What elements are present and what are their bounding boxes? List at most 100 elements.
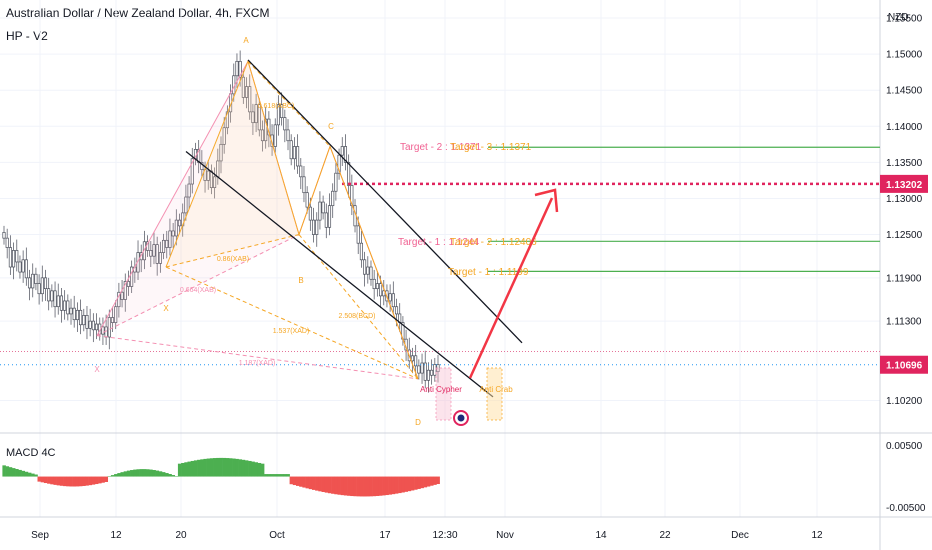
time-tick-label: 14 [595,530,607,541]
macd-bar [133,469,137,477]
macd-bar [420,476,424,489]
macd-bar [47,476,51,484]
macd-bar [104,476,109,482]
candle-body [162,239,166,253]
macd-bar [343,476,348,496]
macd-bar [139,469,144,477]
xb-ratio-line [165,234,300,268]
candle-body [334,172,338,192]
candle-body [302,176,306,194]
macd-bar [433,476,437,485]
macd-bar [168,474,172,477]
macd-bar [200,459,204,477]
candle-body [394,306,399,315]
candle-body [34,273,38,284]
macd-bar [155,470,160,477]
macd-bar [417,476,421,489]
macd-bar [347,476,351,496]
macd-bar [165,473,169,477]
macd-bar [292,476,297,486]
candle-body [43,277,48,290]
macd-bar [59,476,64,486]
candle-body [251,111,255,124]
target-label: Target - 1 : 1.1199 [448,267,529,278]
macd-bar [270,474,274,477]
currency-label: NZD [888,12,909,23]
macd-bar [114,474,118,477]
macd-bar [18,469,22,477]
candle-body [423,362,427,381]
macd-bar [82,476,86,486]
time-tick-label: 22 [659,530,671,541]
macd-bar [337,476,341,495]
macd-bar [63,476,67,487]
candle-body [244,86,249,98]
macd-bar [414,476,418,490]
candle-body [37,283,41,295]
prz-box [435,367,452,421]
candle-body [343,146,348,163]
ratio-label: 1.537(XAD) [273,328,310,335]
candle-body [155,244,159,264]
macd-bar [40,476,45,483]
ratio-label: 0.86(XAB) [217,256,249,263]
pattern-point-label: B [298,276,303,285]
candle-body [190,158,194,185]
macd-bar [363,476,367,497]
candle-body [286,129,290,142]
macd-bar [378,476,383,496]
candle-body [94,323,99,331]
candle-body [248,86,252,113]
macd-bar [136,469,140,477]
macd-bar [24,471,29,477]
macd-bar [382,476,386,496]
candle-body [379,283,383,297]
prz-box [486,367,503,421]
xb-ratio-line [96,234,300,337]
candle-body [315,219,319,235]
price-tick-label: 1.13500 [886,158,923,169]
macd-bar [101,476,105,483]
ac-ratio-line [247,60,331,147]
macd-bar [283,474,287,477]
projection-arrow-head [534,188,559,213]
candle-body [433,364,437,376]
macd-bar [260,463,265,477]
candle-body [340,146,344,156]
price-tick-label: 1.15500 [886,14,923,25]
macd-bar [197,459,201,477]
macd-bar [152,470,156,477]
projection-arrow [468,197,554,379]
time-tick-label: 12 [110,530,122,541]
candle-body [184,196,188,214]
candle-body [152,244,156,257]
target-label: Target - 2 : 1.1371 [400,142,482,153]
price-tick-label: 1.10200 [886,396,923,407]
macd-bar [8,467,13,477]
candle-body [369,266,373,280]
candle-body [366,266,370,275]
macd-tick-label: 0.00500 [886,441,923,452]
candle-body [430,369,434,376]
macd-bar [273,474,278,477]
price-tick-label: 1.15000 [886,50,923,61]
time-tick-label: Nov [496,530,514,541]
macd-bar [359,476,364,497]
macd-bar [436,476,440,485]
time-tick-label: Oct [269,530,285,541]
macd-bar [238,459,243,477]
macd-bar [85,476,89,486]
candle-body [305,192,309,208]
price-badge [880,174,928,193]
macd-bar [356,476,361,497]
macd-bar [369,476,373,497]
target-label: Target - 2 : 1.12406 [450,237,537,248]
macd-bar [203,458,207,477]
macd-bar [276,474,281,477]
candle-body [12,250,16,268]
candle-body [130,266,134,287]
macd-bar [219,457,223,477]
macd-bar [37,476,41,482]
candle-body [420,362,424,374]
